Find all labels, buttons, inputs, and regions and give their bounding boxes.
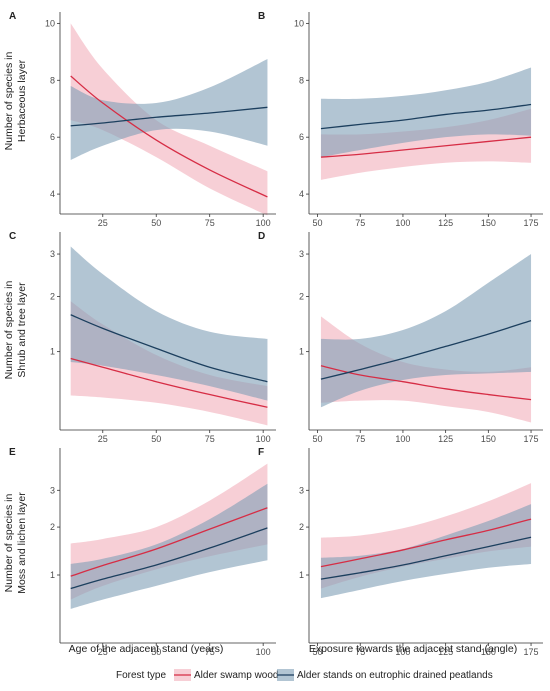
y-tick-label-c-0: 1 (50, 347, 55, 357)
fit-line-alder-drained-a (70, 106, 268, 127)
x-tick-label-f-0: 50 (313, 647, 323, 657)
x-tick-label-d-4: 150 (481, 434, 496, 444)
y-tick-label-b-3: 10 (294, 18, 304, 28)
panel-letter-b: B (258, 11, 265, 22)
confidence-band-alder-drained-a (70, 58, 268, 160)
confidence-band-alder-drained-c (70, 246, 268, 401)
x-tick-label-c-1: 50 (151, 434, 161, 444)
confidence-band-alder-drained-b (320, 67, 532, 158)
fit-line-alder-swamp-f (320, 518, 532, 568)
x-tick-label-e-1: 50 (151, 647, 161, 657)
y-tick-label-a-0: 4 (50, 189, 55, 199)
y-tick-label-a-3: 10 (45, 18, 55, 28)
x-tick-label-f-4: 150 (481, 647, 496, 657)
y-tick-label-c-1: 2 (50, 291, 55, 301)
ylabel-row-3-line-2: Moss and lichen layer (16, 492, 28, 594)
y-tick-label-b-0: 4 (299, 189, 304, 199)
confidence-band-alder-drained-d (320, 254, 532, 408)
y-tick-label-d-2: 3 (299, 249, 304, 259)
fit-line-alder-drained-f (320, 536, 532, 580)
x-tick-label-b-2: 100 (395, 218, 410, 228)
x-tick-label-c-2: 75 (205, 434, 215, 444)
y-tick-label-a-1: 6 (50, 132, 55, 142)
y-tick-label-a-2: 8 (50, 75, 55, 85)
y-tick-label-f-2: 3 (299, 485, 304, 495)
fit-line-alder-swamp-c (70, 357, 268, 408)
x-tick-label-f-5: 175 (524, 647, 539, 657)
x-tick-label-b-4: 150 (481, 218, 496, 228)
y-tick-label-e-2: 3 (50, 485, 55, 495)
x-tick-label-e-0: 25 (98, 647, 108, 657)
legend: Forest type Alder swamp wood Alder stand… (116, 669, 493, 681)
legend-title: Forest type (116, 670, 166, 681)
x-tick-label-b-1: 75 (355, 218, 365, 228)
x-tick-label-f-1: 75 (355, 647, 365, 657)
x-tick-label-a-3: 100 (256, 218, 271, 228)
panel-letter-d: D (258, 231, 265, 242)
panel-c: C 1 2 3 25 50 75 100 (9, 231, 276, 444)
panel-b: B 4 6 8 10 50 75 100 125 150 175 (258, 11, 543, 228)
x-tick-label-d-5: 175 (524, 434, 539, 444)
confidence-band-alder-drained-f (320, 504, 532, 599)
ylabel-row-2-line-2: Shrub and tree layer (16, 282, 28, 378)
y-tick-label-b-1: 6 (299, 132, 304, 142)
fit-line-alder-drained-b (320, 103, 532, 130)
x-tick-label-a-2: 75 (205, 218, 215, 228)
x-tick-label-b-0: 50 (313, 218, 323, 228)
x-tick-label-c-3: 100 (256, 434, 271, 444)
fit-line-alder-drained-d (320, 319, 532, 380)
confidence-band-alder-drained-e (70, 483, 268, 609)
panel-letter-e: E (9, 447, 16, 458)
y-tick-label-d-1: 2 (299, 291, 304, 301)
y-tick-label-e-1: 2 (50, 522, 55, 532)
confidence-band-alder-swamp-a (70, 23, 268, 216)
y-tick-label-b-2: 8 (299, 75, 304, 85)
ylabel-row-3-line-1: Number of species in (3, 494, 15, 593)
panel-a: A 4 6 8 10 25 50 75 100 (9, 11, 276, 228)
x-tick-label-a-0: 25 (98, 218, 108, 228)
panel-letter-f: F (258, 447, 264, 458)
y-tick-label-d-0: 1 (299, 347, 304, 357)
y-tick-label-c-2: 3 (50, 249, 55, 259)
x-tick-label-b-5: 175 (524, 218, 539, 228)
x-tick-label-a-1: 50 (151, 218, 161, 228)
x-tick-label-d-0: 50 (313, 434, 323, 444)
ylabel-row-1-line-1: Number of species in (3, 52, 15, 151)
x-tick-label-b-3: 125 (438, 218, 453, 228)
fit-line-alder-swamp-a (70, 75, 268, 198)
fit-line-alder-swamp-b (320, 136, 532, 158)
x-tick-label-d-1: 75 (355, 434, 365, 444)
legend-label-alder-drained: Alder stands on eutrophic drained peatla… (297, 670, 493, 681)
fit-line-alder-drained-c (70, 314, 268, 383)
panel-f: F 1 2 3 50 75 100 125 150 175 (258, 447, 543, 657)
panel-letter-c: C (9, 231, 16, 242)
ylabel-row-2-line-1: Number of species in (3, 281, 15, 380)
x-tick-label-d-2: 100 (395, 434, 410, 444)
xlabel-left: Age of the adjacent stand (years) (69, 643, 224, 655)
panel-letter-a: A (9, 11, 16, 22)
fit-line-alder-swamp-e (70, 507, 268, 577)
y-tick-label-e-0: 1 (50, 570, 55, 580)
x-tick-label-e-3: 100 (256, 647, 271, 657)
fit-line-alder-swamp-d (320, 365, 532, 401)
panel-e: E 1 2 3 25 50 75 100 (9, 447, 276, 657)
xlabel-right: Exposure towards the adjacent stand (ang… (309, 643, 517, 655)
fit-line-alder-drained-e (70, 527, 268, 590)
x-tick-label-c-0: 25 (98, 434, 108, 444)
x-tick-label-f-2: 100 (395, 647, 410, 657)
ylabel-row-1-line-2: Herbaceous layer (16, 59, 28, 142)
panel-d: D 1 2 3 50 75 100 125 150 175 (258, 231, 543, 444)
y-tick-label-f-0: 1 (299, 570, 304, 580)
x-tick-label-f-3: 125 (438, 647, 453, 657)
y-tick-label-f-1: 2 (299, 522, 304, 532)
x-tick-label-d-3: 125 (438, 434, 453, 444)
legend-label-alder-swamp: Alder swamp wood (194, 670, 278, 681)
x-tick-label-e-2: 75 (205, 647, 215, 657)
